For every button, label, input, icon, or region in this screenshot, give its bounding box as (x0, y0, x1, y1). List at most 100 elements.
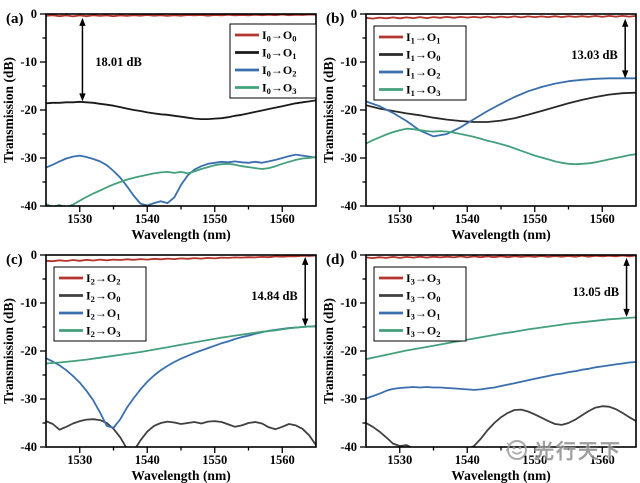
y-tick-label: -40 (20, 199, 37, 213)
series-line-I3-O1 (366, 361, 636, 400)
y-tick-label: -40 (340, 440, 357, 454)
legend-item-label: I1→O2 (406, 65, 441, 81)
legend-item-label: I0→O1 (262, 46, 297, 62)
series-line-I1-O3 (366, 127, 636, 166)
series-line-I0-O3 (46, 156, 316, 206)
y-tick-label: -30 (340, 392, 357, 406)
legend-item-label: I3→O2 (406, 324, 441, 340)
legend-item-label: I1→O0 (406, 48, 441, 64)
y-tick-label: -10 (20, 55, 37, 69)
x-axis-title: Wavelength (nm) (451, 468, 550, 483)
series-lines (46, 255, 316, 447)
panel-d: 1530 1540 1550 1560 0 -10 -20 -30 -40 Wavelength … (320, 241, 640, 483)
panel-c: 1530 1540 1550 1560 0 -10 -20 -30 -40 Wavelength … (0, 241, 320, 483)
series-line-I2-O3 (46, 325, 316, 365)
series-line-I2-O1 (46, 325, 316, 429)
series-line-I0-O0 (46, 14, 316, 18)
x-axis-title: Wavelength (nm) (451, 227, 550, 242)
x-tick-label: 1550 (522, 212, 547, 226)
series-line-I3-O2 (366, 316, 636, 361)
series-lines (366, 14, 636, 166)
y-axis-title: Transmission (dB) (1, 298, 16, 404)
y-tick-label: 0 (351, 7, 357, 21)
x-tick-label: 1540 (455, 212, 480, 226)
annotation: 13.03 dB (571, 18, 629, 79)
x-tick-label: 1560 (270, 212, 295, 226)
y-tick-label: -20 (340, 103, 357, 117)
y-tick-label: -30 (20, 151, 37, 165)
series-line-I1-O0 (366, 91, 636, 123)
y-tick-label: -20 (340, 344, 357, 358)
x-tick-label: 1560 (590, 212, 615, 226)
x-axis-title: Wavelength (nm) (131, 468, 230, 483)
y-tick-label: -10 (20, 296, 37, 310)
x-tick-label: 1530 (387, 212, 412, 226)
series-line-I0-O2 (46, 153, 316, 206)
y-tick-label: -30 (340, 151, 357, 165)
y-tick-label: -20 (20, 344, 37, 358)
y-tick-label: -10 (340, 55, 357, 69)
legend-item-label: I1→O3 (406, 83, 441, 99)
series-lines (46, 14, 316, 206)
x-tick-label: 1560 (270, 453, 295, 467)
series-line-I3-O3 (366, 255, 636, 260)
panel-a: 1530 1540 1550 1560 0 -10 -20 -30 -40 Wavelength … (0, 0, 320, 242)
x-tick-label: 1540 (135, 453, 160, 467)
series-line-I2-O0 (46, 418, 316, 447)
plot-border (365, 13, 637, 207)
legend-item-label: I2→O0 (86, 289, 121, 305)
legend-item-label: I2→O1 (86, 306, 121, 322)
series-lines (366, 255, 636, 447)
series-line-I2-O2 (46, 255, 316, 263)
x-tick-label: 1540 (455, 453, 480, 467)
series-line-I1-O2 (366, 77, 636, 138)
y-axis-title: Transmission (dB) (1, 57, 16, 163)
y-tick-label: 0 (31, 248, 37, 262)
annotation-label: 14.84 dB (251, 289, 298, 303)
annotation: 18.01 dB (79, 17, 142, 102)
series-line-I0-O1 (46, 99, 316, 120)
annotation-label: 13.03 dB (571, 48, 618, 62)
annotation-label: 13.05 dB (573, 285, 620, 299)
panel-label: (b) (326, 11, 344, 27)
plot-border (45, 13, 317, 207)
annotation-label: 18.01 dB (95, 55, 142, 69)
legend-item-label: I2→O3 (86, 324, 121, 340)
legend-item-label: I3→O0 (406, 289, 441, 305)
y-tick-label: -40 (20, 440, 37, 454)
x-tick-label: 1550 (202, 212, 227, 226)
y-tick-label: 0 (31, 7, 37, 21)
x-tick-label: 1550 (522, 453, 547, 467)
plot-border (45, 254, 317, 448)
x-tick-label: 1530 (67, 453, 92, 467)
legend-item-label: I2→O2 (86, 271, 121, 287)
x-tick-label: 1550 (202, 453, 227, 467)
panel-b: 1530 1540 1550 1560 0 -10 -20 -30 -40 Wavelength … (320, 0, 640, 242)
legend-item-label: I0→O0 (262, 28, 297, 44)
chart-b: 1530 1540 1550 1560 0 -10 -20 -30 -40 Wavelength … (321, 7, 637, 242)
legend-item-label: I3→O1 (406, 306, 441, 322)
x-tick-label: 1540 (135, 212, 160, 226)
series-line-I1-O1 (366, 14, 636, 20)
panel-label: (d) (326, 252, 344, 268)
x-tick-label: 1560 (590, 453, 615, 467)
chart-a: 1530 1540 1550 1560 0 -10 -20 -30 -40 Wavelength … (1, 7, 317, 242)
y-tick-label: -20 (20, 103, 37, 117)
chart-c: 1530 1540 1550 1560 0 -10 -20 -30 -40 Wavelength … (1, 248, 317, 483)
x-tick-label: 1530 (67, 212, 92, 226)
y-tick-label: -30 (20, 392, 37, 406)
annotation: 14.84 dB (251, 256, 309, 327)
plot-border (365, 254, 637, 448)
legend-item-label: I0→O3 (262, 81, 297, 97)
y-tick-label: 0 (351, 248, 357, 262)
panel-label: (a) (6, 11, 24, 27)
y-axis-title: Transmission (dB) (321, 298, 336, 404)
annotation: 13.05 dB (573, 257, 630, 317)
x-tick-label: 1530 (387, 453, 412, 467)
legend-item-label: I1→O1 (406, 30, 441, 46)
